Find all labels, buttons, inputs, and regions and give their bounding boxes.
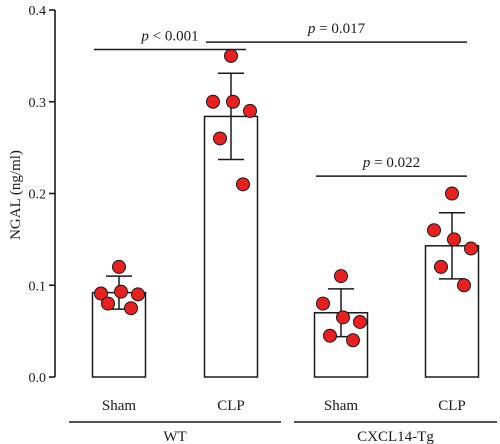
data-points xyxy=(94,48,478,348)
x-axis-labels: Sham CLP Sham CLP WT CXCL14-Tg xyxy=(69,398,497,444)
data-point xyxy=(427,223,441,238)
y-tick-label: 0.1 xyxy=(29,279,47,294)
data-point xyxy=(94,286,108,301)
y-tick-label: 0.4 xyxy=(29,4,47,19)
category-label: CLP xyxy=(438,398,466,414)
data-point xyxy=(243,103,257,118)
data-point xyxy=(445,186,459,201)
significance-brackets: p < 0.001 p = 0.017 p = 0.022 xyxy=(94,21,467,177)
y-axis-label: NGAL (ng/ml) xyxy=(8,150,24,240)
category-label: Sham xyxy=(324,398,359,414)
y-tick-label: 0.2 xyxy=(29,188,47,203)
data-point xyxy=(114,284,128,299)
axes: 0.0 0.1 0.2 0.3 0.4 xyxy=(29,4,56,386)
data-point xyxy=(346,333,360,348)
data-point xyxy=(112,259,126,274)
data-point xyxy=(316,296,330,311)
data-point xyxy=(334,269,348,284)
data-point xyxy=(206,94,220,109)
p-value-label: p = 0.022 xyxy=(362,155,420,171)
data-point xyxy=(457,278,471,293)
data-point xyxy=(131,287,145,302)
group-label: WT xyxy=(163,429,186,444)
y-tick-label: 0.3 xyxy=(29,96,47,111)
bars xyxy=(91,115,480,378)
y-tick-label: 0.0 xyxy=(29,371,47,386)
data-point xyxy=(464,241,478,256)
group-label: CXCL14-Tg xyxy=(357,429,434,444)
data-point xyxy=(434,259,448,274)
data-point xyxy=(447,232,461,247)
data-point xyxy=(226,94,240,109)
data-point xyxy=(336,310,350,325)
category-label: Sham xyxy=(102,398,137,414)
data-point xyxy=(101,296,115,311)
data-point xyxy=(124,301,138,316)
data-point xyxy=(236,177,250,192)
error-bars xyxy=(106,72,465,338)
category-label: CLP xyxy=(217,398,245,414)
data-point xyxy=(323,328,337,343)
data-point xyxy=(213,131,227,146)
data-point xyxy=(353,314,367,329)
data-point xyxy=(224,48,238,63)
p-value-label: p < 0.001 xyxy=(140,28,198,44)
p-value-label: p = 0.017 xyxy=(307,21,366,37)
